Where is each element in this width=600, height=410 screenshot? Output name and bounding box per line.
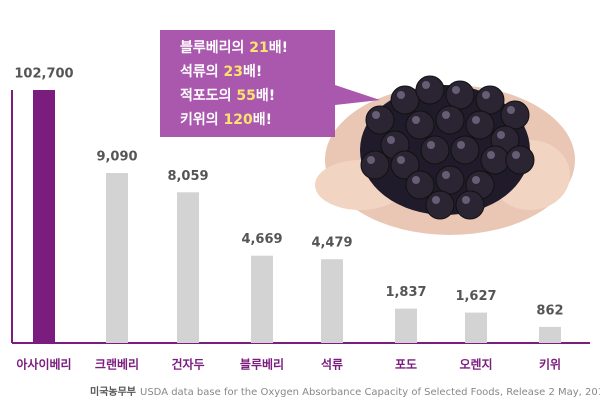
berry (475, 85, 505, 115)
callout-suffix: 배! (256, 88, 275, 104)
callout-text: 블루베리의 (180, 39, 249, 56)
berry-shine (482, 91, 490, 99)
berry (435, 165, 465, 195)
bar (539, 326, 561, 343)
value-label: 4,669 (241, 232, 282, 247)
berry (425, 190, 455, 220)
berry-shine (397, 91, 405, 99)
bar (395, 308, 417, 343)
berry-shine (472, 176, 480, 184)
berry (360, 150, 390, 180)
category-label: 블루베리 (240, 357, 284, 372)
source: 미국농무부 USDA data base for the Oxygen Absor… (90, 385, 600, 398)
berry-shine (372, 111, 380, 119)
callout-number: 21 (249, 40, 268, 56)
berry-shine (512, 151, 520, 159)
value-label: 1,627 (455, 289, 496, 304)
callout-line: 키위의 120배! (180, 111, 272, 128)
berry-shine (452, 86, 460, 94)
berry (435, 105, 465, 135)
callout-number: 55 (236, 88, 255, 104)
berry-shine (397, 156, 405, 164)
berry-shine (507, 106, 515, 114)
callout-text: 석류의 (180, 63, 224, 80)
callout (160, 30, 380, 137)
value-label: 8,059 (167, 169, 208, 184)
callout-suffix: 배! (253, 112, 272, 128)
bar (321, 259, 343, 343)
berry-shine (472, 116, 480, 124)
berry-shine (462, 196, 470, 204)
bar (177, 192, 199, 343)
berry-shine (422, 81, 430, 89)
berry (500, 100, 530, 130)
berry (450, 135, 480, 165)
berry (415, 75, 445, 105)
berry-shine (412, 116, 420, 124)
berry-shine (367, 156, 375, 164)
callout-text: 키위의 (180, 111, 224, 128)
callout-line: 블루베리의 21배! (180, 39, 288, 56)
category-label: 키위 (539, 357, 561, 372)
value-label: 9,090 (96, 150, 137, 165)
callout-text: 블루베리의 21배!석류의 23배!적포도의 55배!키위의 120배! (180, 39, 288, 128)
category-label: 건자두 (171, 357, 204, 372)
berries (360, 75, 535, 220)
category-label: 오렌지 (459, 357, 492, 372)
callout-number: 120 (224, 112, 253, 128)
bar (33, 90, 55, 343)
value-label: 4,479 (311, 236, 352, 251)
callout-text: 적포도의 (180, 87, 236, 104)
bar (106, 173, 128, 343)
berry (390, 85, 420, 115)
callout-line: 적포도의 55배! (180, 87, 275, 104)
berry-shine (442, 111, 450, 119)
berry-shine (427, 141, 435, 149)
category-label: 크랜베리 (95, 357, 139, 372)
berry-shine (412, 176, 420, 184)
berry (455, 190, 485, 220)
category-label: 포도 (395, 358, 417, 372)
berry-shine (497, 131, 505, 139)
source-text: USDA data base for the Oxygen Absorbance… (140, 387, 600, 398)
category-label: 아사이베리 (16, 357, 71, 372)
berry-shine (387, 136, 395, 144)
berry-shine (442, 171, 450, 179)
berry (405, 110, 435, 140)
value-label: 862 (536, 303, 563, 318)
callout-suffix: 배! (269, 40, 288, 56)
berry (480, 145, 510, 175)
berry-shine (487, 151, 495, 159)
berry (445, 80, 475, 110)
berry (365, 105, 395, 135)
callout-number: 23 (224, 64, 243, 80)
berry (420, 135, 450, 165)
callout-line: 석류의 23배! (180, 63, 262, 80)
value-label: 102,700 (14, 67, 73, 82)
value-label: 1,837 (385, 285, 426, 300)
bar (251, 255, 273, 343)
berry-shine (432, 196, 440, 204)
berry (465, 110, 495, 140)
berry-shine (457, 141, 465, 149)
berry (505, 145, 535, 175)
category-label: 석류 (321, 358, 343, 372)
bar (465, 312, 487, 343)
callout-suffix: 배! (243, 64, 262, 80)
source-org: 미국농무부 (90, 385, 136, 398)
